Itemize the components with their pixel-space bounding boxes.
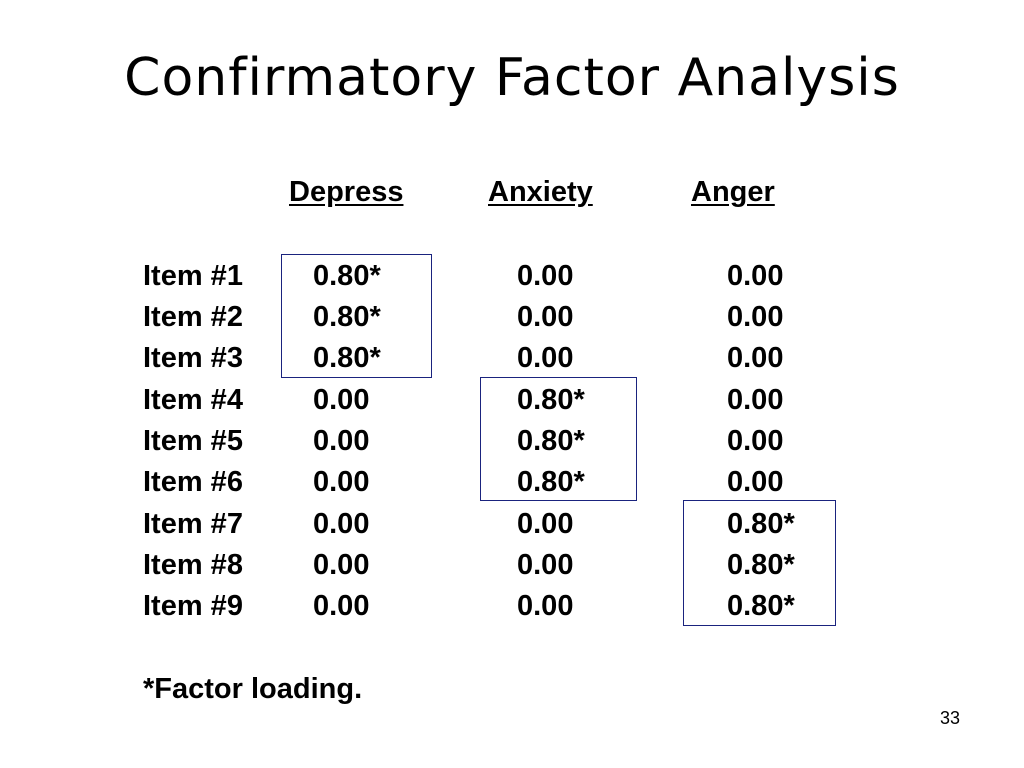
anger-loading-box [683,500,836,626]
cell-anger: 0.00 [727,342,784,374]
cell-anxiety: 0.00 [517,508,574,540]
row-label: Item #7 [143,508,243,540]
cell-anger: 0.00 [727,301,784,333]
cell-anxiety: 0.00 [517,342,574,374]
row-label: Item #2 [143,301,243,333]
cell-depress: 0.80* [313,260,381,292]
cell-anxiety: 0.80* [517,384,585,416]
slide-title: Confirmatory Factor Analysis [124,48,900,108]
column-header-depress: Depress [289,176,404,208]
cell-anxiety: 0.80* [517,425,585,457]
row-label: Item #3 [143,342,243,374]
cell-anger: 0.80* [727,508,795,540]
cell-anger: 0.00 [727,260,784,292]
row-label: Item #5 [143,425,243,457]
cell-depress: 0.00 [313,384,370,416]
column-header-anxiety: Anxiety [488,176,593,208]
cell-depress: 0.80* [313,301,381,333]
cell-anger: 0.80* [727,549,795,581]
cell-anxiety: 0.00 [517,549,574,581]
cell-depress: 0.00 [313,466,370,498]
page-number: 33 [940,708,961,728]
depress-loading-box [281,254,432,378]
cell-depress: 0.80* [313,342,381,374]
cell-depress: 0.00 [313,590,370,622]
cell-anger: 0.00 [727,384,784,416]
cell-depress: 0.00 [313,425,370,457]
row-label: Item #4 [143,384,243,416]
cell-depress: 0.00 [313,549,370,581]
cell-anxiety: 0.00 [517,301,574,333]
row-label: Item #1 [143,260,243,292]
cell-depress: 0.00 [313,508,370,540]
anxiety-loading-box [480,377,637,501]
cell-anxiety: 0.00 [517,260,574,292]
column-header-anger: Anger [691,176,775,208]
cell-anger: 0.00 [727,425,784,457]
cell-anxiety: 0.00 [517,590,574,622]
row-label: Item #8 [143,549,243,581]
footnote: *Factor loading. [143,673,363,705]
cell-anger: 0.00 [727,466,784,498]
cell-anxiety: 0.80* [517,466,585,498]
row-label: Item #9 [143,590,243,622]
row-label: Item #6 [143,466,243,498]
cell-anger: 0.80* [727,590,795,622]
